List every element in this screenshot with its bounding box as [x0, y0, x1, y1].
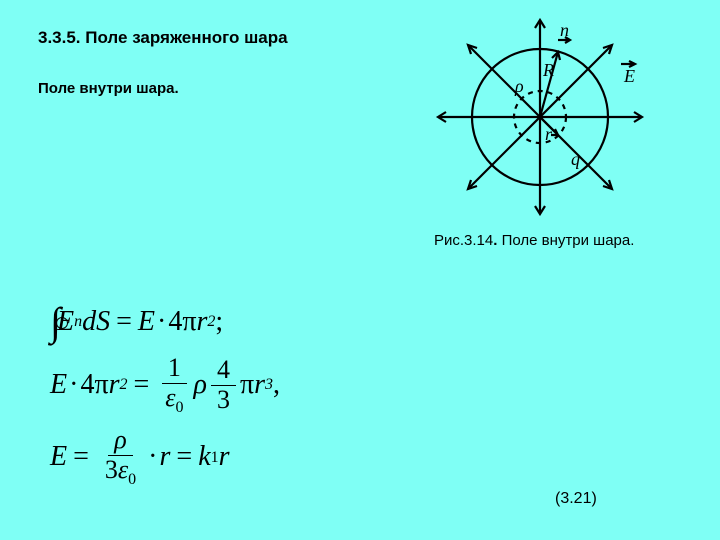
- eq2-dot: ·: [69, 370, 78, 401]
- eq2-r3: r: [254, 370, 265, 401]
- section-title: 3.3.5. Поле заряженного шара: [38, 28, 288, 48]
- eq3-dot: ·: [148, 442, 157, 473]
- label-E: E: [623, 66, 635, 86]
- caption-prefix: Рис.3.14: [434, 232, 493, 249]
- eq1-dS: dS: [82, 307, 110, 338]
- eq1-r: r: [196, 307, 207, 338]
- eq2-p3: 3: [265, 376, 273, 394]
- eq2-p2: 2: [119, 376, 127, 394]
- eq1-En-n: n: [74, 313, 82, 331]
- eq2-frac2-num: 4: [211, 356, 236, 386]
- eq2-frac1: 1 ε0: [159, 354, 189, 416]
- label-n: n: [560, 20, 569, 40]
- eq3-frac-den: 3ε0: [99, 456, 142, 489]
- equation-3: E = ρ 3ε0 · r = k1 r: [50, 426, 280, 488]
- subsection-title: Поле внутри шара.: [38, 80, 179, 97]
- equation-number: (3.21): [555, 490, 597, 508]
- label-rho: ρ: [514, 76, 524, 96]
- eq3-eq2: =: [176, 442, 192, 473]
- eq2-frac2-den: 3: [211, 386, 236, 415]
- eq1-p2: 2: [207, 313, 215, 331]
- eq3-eq: =: [73, 442, 89, 473]
- eq2-r: r: [109, 370, 120, 401]
- eq1-E: E: [138, 307, 155, 338]
- eq2-frac1-num: 1: [162, 354, 187, 384]
- equation-1: ∫ En dS = E · 4π r2 ;: [50, 300, 280, 344]
- eq3-frac: ρ 3ε0: [99, 426, 142, 488]
- figure-caption: Рис.3.14. Поле внутри шара.: [434, 232, 634, 249]
- eq1-dot: ·: [157, 307, 166, 338]
- caption-text: Поле внутри шара.: [497, 232, 634, 249]
- eq2-frac1-den: ε0: [159, 384, 189, 417]
- eq1-4pi: 4π: [168, 307, 196, 338]
- eq3-k1: 1: [211, 449, 219, 467]
- field-diagram: n E ρ q R r: [430, 12, 650, 222]
- eq2-E: E: [50, 370, 67, 401]
- eq1-semicolon: ;: [215, 307, 223, 338]
- eq3-k: k: [198, 442, 210, 473]
- eq2-eq: =: [133, 370, 149, 401]
- eq3-r2: r: [219, 442, 230, 473]
- eq3-frac-num: ρ: [108, 426, 132, 456]
- equation-2: E · 4π r2 = 1 ε0 ρ 4 3 π r3 ,: [50, 354, 280, 416]
- eq2-pi: π: [240, 370, 254, 401]
- eq3-E: E: [50, 442, 67, 473]
- equation-block: ∫ En dS = E · 4π r2 ; E · 4π r2 = 1 ε0 ρ…: [50, 300, 280, 499]
- label-R-outer: R: [542, 60, 554, 80]
- eq2-comma: ,: [273, 370, 280, 401]
- label-r-inner: r: [545, 124, 553, 144]
- eq2-4pi: 4π: [80, 370, 108, 401]
- oint-symbol: ∫: [50, 300, 61, 344]
- eq3-r: r: [159, 442, 170, 473]
- eq2-rho: ρ: [194, 370, 207, 401]
- eq1-eq: =: [116, 307, 132, 338]
- label-q: q: [571, 149, 580, 169]
- eq2-frac2: 4 3: [211, 356, 236, 414]
